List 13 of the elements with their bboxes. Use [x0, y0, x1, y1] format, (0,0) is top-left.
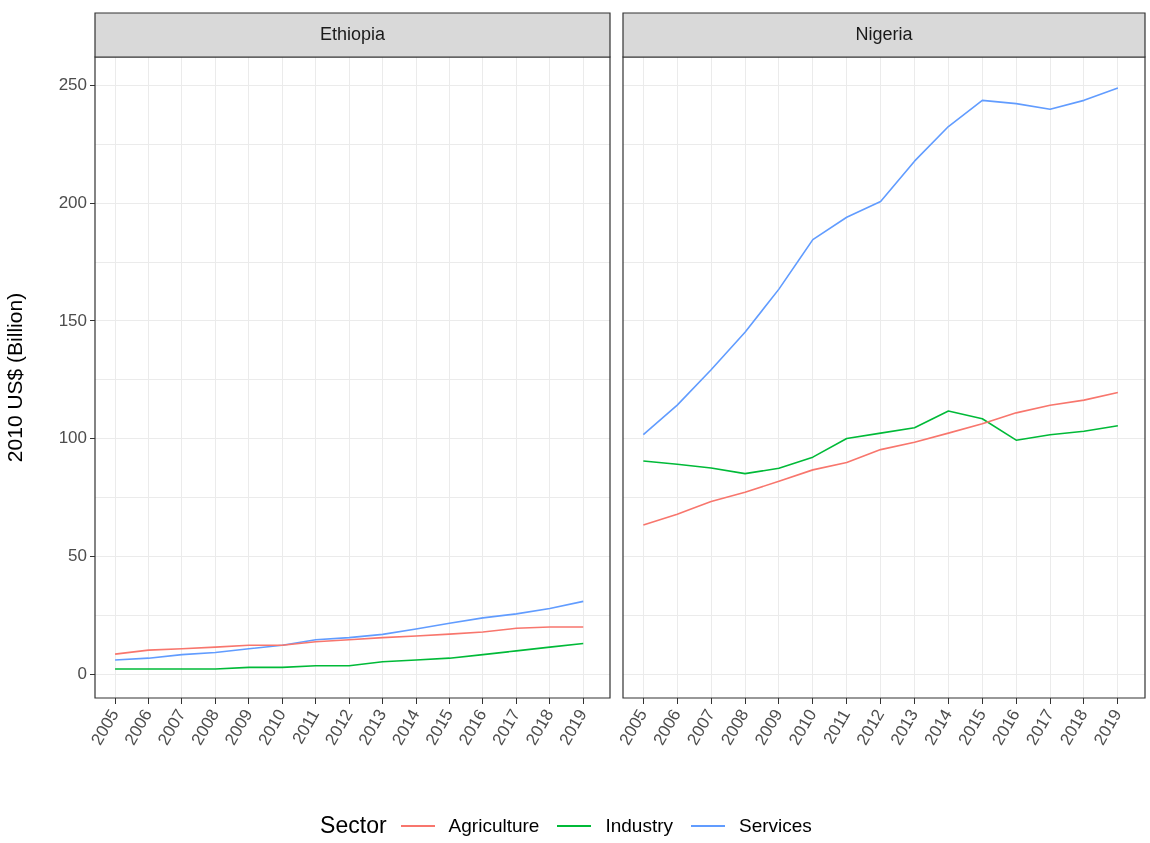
legend-label: Services: [739, 814, 812, 837]
legend-title: Sector: [320, 812, 387, 839]
y-tick-label: 250: [58, 74, 87, 94]
legend-label: Industry: [605, 814, 674, 837]
y-tick-label: 150: [58, 310, 87, 330]
y-tick-label: 200: [58, 192, 87, 212]
y-tick-label: 100: [58, 428, 87, 448]
y-tick-label: 50: [68, 546, 87, 566]
legend-label: Agriculture: [448, 814, 540, 837]
chart-title: Nigeria: [855, 23, 914, 44]
y-axis-title: 2010 US$ (Billion): [3, 292, 27, 463]
y-tick-label: 0: [77, 664, 87, 684]
chart-title: Ethiopia: [319, 23, 387, 44]
